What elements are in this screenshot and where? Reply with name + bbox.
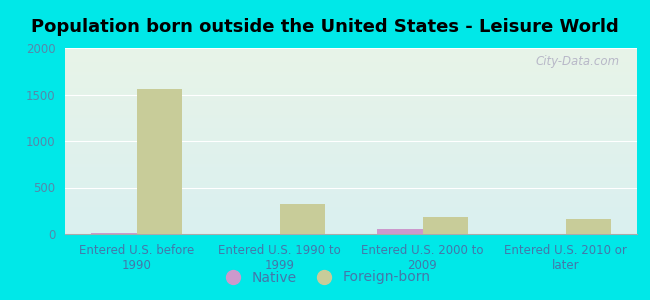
Text: City-Data.com: City-Data.com — [536, 56, 620, 68]
Bar — [234, 233, 280, 234]
Bar — [377, 229, 423, 234]
Bar — [566, 219, 611, 234]
Bar — [136, 89, 182, 234]
Bar — [280, 204, 325, 234]
Text: Population born outside the United States - Leisure World: Population born outside the United State… — [31, 18, 619, 36]
Legend: Native, Foreign-born: Native, Foreign-born — [214, 265, 436, 290]
Bar — [91, 233, 136, 234]
Bar — [422, 217, 468, 234]
